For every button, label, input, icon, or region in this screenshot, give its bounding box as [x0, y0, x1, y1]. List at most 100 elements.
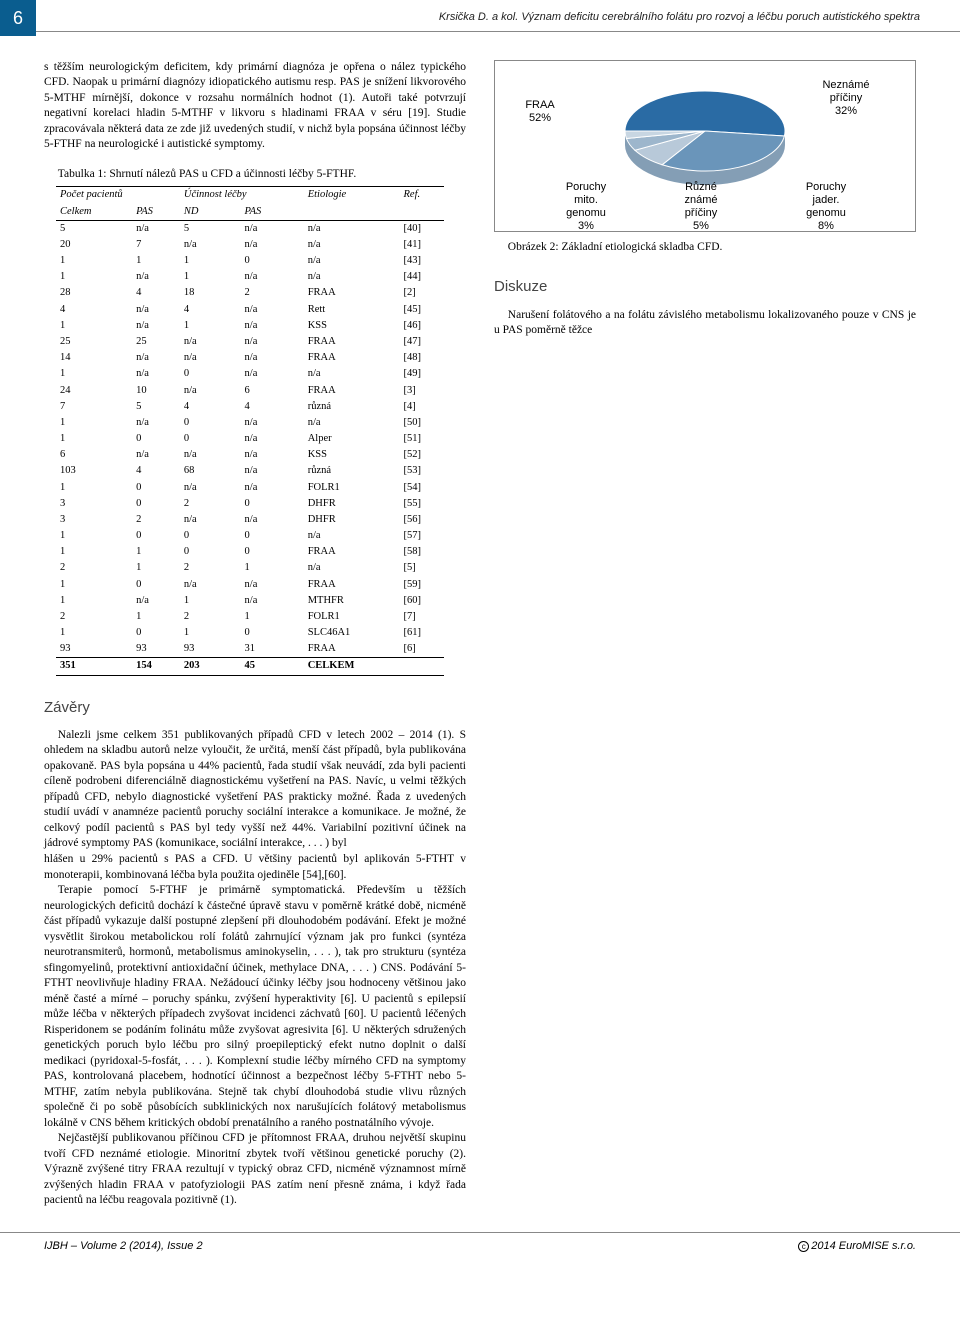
table-cell: [61]	[400, 625, 445, 641]
copyright-icon: c	[798, 1241, 809, 1252]
table-row: 5n/a5n/an/a[40]	[56, 220, 444, 237]
table-cell: n/a	[241, 447, 304, 463]
table-cell: 6	[241, 383, 304, 399]
table-cell: 5	[180, 220, 241, 237]
table-cell: [3]	[400, 383, 445, 399]
table-cell: 31	[241, 641, 304, 658]
paragraph: hlášen u 29% pacientů s PAS a CFD. U vět…	[44, 852, 466, 883]
th	[400, 204, 445, 221]
table-cell: [2]	[400, 285, 445, 301]
table-cell: 1	[56, 431, 132, 447]
th-group: Počet pacientů	[56, 187, 180, 204]
table-cell: 0	[132, 496, 180, 512]
table-cell: n/a	[132, 593, 180, 609]
table-cell	[400, 658, 445, 675]
table-cell: 7	[132, 237, 180, 253]
table-row: 1n/a0n/an/a[49]	[56, 366, 444, 382]
table-cell: FRAA	[304, 334, 400, 350]
table-cell: Alper	[304, 431, 400, 447]
table-cell: [50]	[400, 415, 445, 431]
table-cell: 0	[132, 431, 180, 447]
table-cell: FOLR1	[304, 480, 400, 496]
table-cell: n/a	[132, 366, 180, 382]
table-row: 4n/a4n/aRett[45]	[56, 302, 444, 318]
table-cell: n/a	[304, 528, 400, 544]
table-cell: 1	[180, 625, 241, 641]
table-row: 2525n/an/aFRAA[47]	[56, 334, 444, 350]
table-cell: n/a	[241, 334, 304, 350]
table-cell: 0	[180, 431, 241, 447]
table-cell: [5]	[400, 560, 445, 576]
th: PAS	[241, 204, 304, 221]
table-cell: 0	[180, 544, 241, 560]
table-cell: 0	[132, 480, 180, 496]
table-cell: [57]	[400, 528, 445, 544]
table-cell: n/a	[132, 318, 180, 334]
table-cell: n/a	[241, 463, 304, 479]
table-cell: 4	[132, 285, 180, 301]
table-cell: n/a	[132, 220, 180, 237]
table-row: 1n/a1n/aKSS[46]	[56, 318, 444, 334]
table-cell: 0	[241, 544, 304, 560]
table-cell: 20	[56, 237, 132, 253]
table-cell: 2	[180, 496, 241, 512]
table-cell: [52]	[400, 447, 445, 463]
table-row: 32n/an/aDHFR[56]	[56, 512, 444, 528]
table-cell: [58]	[400, 544, 445, 560]
table-cell: 5	[56, 220, 132, 237]
table-cell: n/a	[241, 302, 304, 318]
table-cell: [55]	[400, 496, 445, 512]
table-cell: n/a	[241, 237, 304, 253]
table-cell: 1	[56, 577, 132, 593]
table-cell: 2	[56, 560, 132, 576]
table-cell: 103	[56, 463, 132, 479]
table-cell: n/a	[180, 237, 241, 253]
th: Celkem	[56, 204, 132, 221]
etiology-pie-chart: FRAA52%Neznámépříčiny32%Poruchyjader.gen…	[494, 60, 916, 232]
pie-label: Neznámépříčiny32%	[811, 79, 881, 119]
table-cell: n/a	[180, 334, 241, 350]
table-cell: n/a	[304, 415, 400, 431]
table-cell: n/a	[180, 447, 241, 463]
table-cell: 1	[56, 544, 132, 560]
table-cell: [54]	[400, 480, 445, 496]
table-cell: 154	[132, 658, 180, 675]
table-cell: 18	[180, 285, 241, 301]
table-cell: n/a	[304, 269, 400, 285]
results-table: Počet pacientů Účinnost léčby Etiologie …	[56, 186, 444, 675]
table-cell: [53]	[400, 463, 445, 479]
table-cell: 1	[132, 609, 180, 625]
table-total-row: 35115420345CELKEM	[56, 658, 444, 675]
paragraph: Nejčastější publikovanou příčinou CFD je…	[44, 1131, 466, 1209]
table-cell: n/a	[304, 366, 400, 382]
paragraph: Terapie pomocí 5-FTHF je primárně sympto…	[44, 883, 466, 1131]
table-cell: n/a	[241, 350, 304, 366]
th-group: Účinnost léčby	[180, 187, 304, 204]
table-cell: [40]	[400, 220, 445, 237]
table-cell: 2	[56, 609, 132, 625]
section-heading-diskuze: Diskuze	[494, 277, 916, 297]
table-cell: 93	[56, 641, 132, 658]
table-row: 1n/a0n/an/a[50]	[56, 415, 444, 431]
table-cell: n/a	[304, 253, 400, 269]
table-cell: KSS	[304, 447, 400, 463]
pie-label: Poruchymito.genomu3%	[551, 181, 621, 234]
table-cell: [41]	[400, 237, 445, 253]
table-cell: n/a	[132, 350, 180, 366]
table-cell: n/a	[180, 512, 241, 528]
table-cell: [59]	[400, 577, 445, 593]
table-cell: 3	[56, 496, 132, 512]
table-cell: 7	[56, 399, 132, 415]
table-cell: 1	[180, 253, 241, 269]
th: ND	[180, 204, 241, 221]
table-cell: [47]	[400, 334, 445, 350]
table-row: 2410n/a6FRAA[3]	[56, 383, 444, 399]
table-cell: FRAA	[304, 350, 400, 366]
table-cell: n/a	[132, 415, 180, 431]
table-cell: 1	[56, 253, 132, 269]
table-cell: n/a	[241, 577, 304, 593]
table-cell: n/a	[241, 431, 304, 447]
table-cell: 203	[180, 658, 241, 675]
table-cell: 0	[132, 577, 180, 593]
table-row: 2121n/a[5]	[56, 560, 444, 576]
